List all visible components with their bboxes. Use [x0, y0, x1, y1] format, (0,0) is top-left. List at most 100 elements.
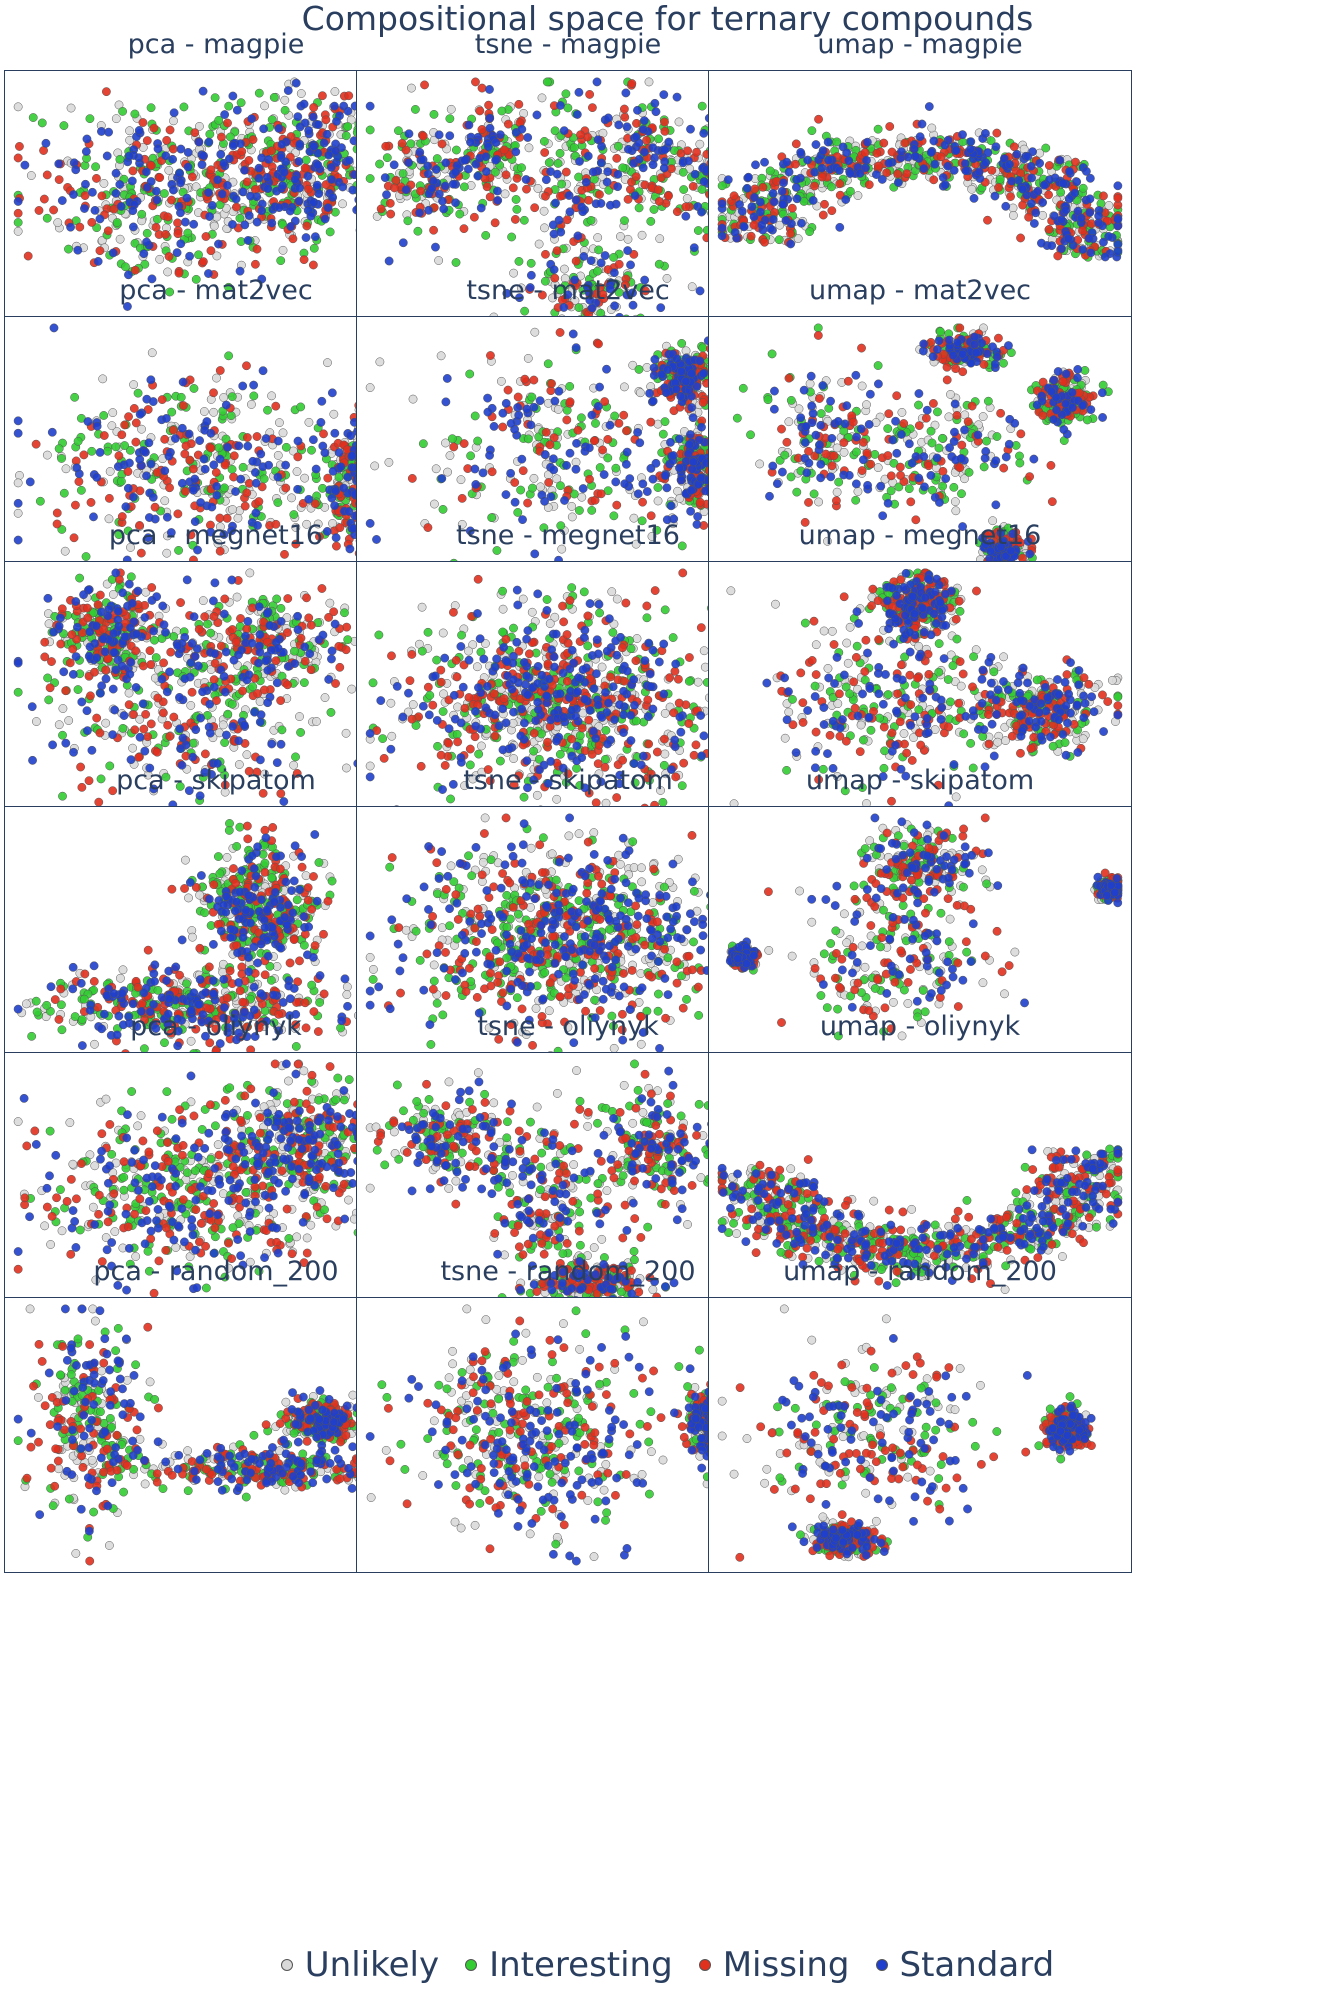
scatter-point-missing	[992, 128, 1002, 138]
scatter-point-standard	[336, 462, 346, 472]
scatter-point-standard	[135, 455, 145, 464]
scatter-point-unlikely	[445, 451, 455, 461]
scatter-point-unlikely	[160, 496, 170, 506]
scatter-point-unlikely	[873, 463, 883, 473]
scatter-point-standard	[251, 478, 261, 488]
scatter-point-unlikely	[42, 450, 52, 460]
scatter-point-missing	[300, 163, 310, 173]
scatter-point-standard	[234, 441, 244, 451]
scatter-point-missing	[1044, 225, 1054, 234]
scatter-point-standard	[190, 517, 200, 527]
scatter-point-missing	[486, 351, 495, 360]
scatter-point-interesting	[832, 137, 842, 147]
subplot-panel[interactable]	[708, 316, 1132, 592]
scatter-point-unlikely	[126, 543, 135, 552]
scatter-point-missing	[490, 218, 500, 228]
scatter-point-interesting	[28, 113, 38, 122]
scatter-point-standard	[696, 473, 706, 483]
scatter-point-missing	[1009, 142, 1019, 152]
scatter-point-missing	[34, 206, 44, 215]
scatter-point-standard	[1027, 173, 1037, 183]
scatter-point-standard	[687, 464, 697, 474]
scatter-point-standard	[418, 155, 428, 165]
scatter-point-interesting	[112, 218, 122, 227]
scatter-point-standard	[327, 388, 337, 398]
subplot-panel[interactable]	[708, 70, 1132, 346]
scatter-point-interesting	[1056, 187, 1066, 197]
scatter-point-standard	[666, 437, 675, 447]
scatter-point-missing	[181, 441, 191, 451]
scatter-point-interesting	[59, 488, 69, 498]
scatter-point-standard	[796, 147, 806, 157]
scatter-point-standard	[571, 195, 581, 205]
scatter-point-standard	[196, 498, 206, 507]
scatter-point-standard	[228, 220, 237, 229]
scatter-point-interesting	[845, 186, 855, 196]
scatter-point-missing	[179, 401, 188, 410]
scatter-point-standard	[1035, 158, 1045, 168]
scatter-point-missing	[52, 519, 62, 529]
scatter-point-standard	[295, 183, 305, 193]
scatter-point-unlikely	[13, 226, 23, 236]
scatter-point-unlikely	[199, 407, 209, 416]
scatter-point-unlikely	[509, 268, 519, 278]
scatter-point-standard	[660, 471, 670, 481]
scatter-point-standard	[622, 122, 632, 132]
scatter-point-standard	[559, 303, 569, 312]
scatter-point-standard	[792, 175, 802, 185]
scatter-point-missing	[97, 191, 107, 201]
scatter-point-missing	[556, 191, 565, 201]
scatter-point-interesting	[235, 213, 245, 223]
scatter-point-unlikely	[278, 245, 288, 255]
scatter-point-interesting	[341, 131, 351, 141]
scatter-point-interesting	[553, 159, 563, 168]
scatter-point-standard	[633, 427, 643, 437]
scatter-point-interesting	[214, 443, 224, 453]
scatter-point-standard	[291, 78, 301, 88]
scatter-point-standard	[676, 366, 686, 376]
scatter-point-standard	[170, 434, 180, 443]
scatter-point-standard	[294, 157, 304, 166]
scatter-point-standard	[274, 203, 284, 213]
scatter-point-interesting	[544, 158, 554, 168]
scatter-point-standard	[1001, 201, 1011, 211]
scatter-point-unlikely	[687, 282, 697, 292]
scatter-point-standard	[427, 183, 437, 193]
scatter-point-interesting	[511, 195, 521, 204]
scatter-point-standard	[651, 107, 661, 117]
scatter-point-standard	[445, 131, 455, 141]
scatter-point-interesting	[637, 516, 647, 526]
scatter-point-standard	[281, 157, 291, 167]
scatter-point-standard	[303, 171, 313, 181]
scatter-point-interesting	[982, 436, 991, 446]
scatter-point-interesting	[59, 121, 69, 131]
scatter-point-standard	[951, 146, 961, 155]
scatter-point-standard	[565, 207, 575, 217]
scatter-point-standard	[434, 189, 444, 199]
scatter-point-missing	[632, 118, 641, 128]
scatter-point-standard	[128, 492, 138, 502]
scatter-point-standard	[803, 155, 813, 165]
scatter-point-missing	[646, 417, 656, 427]
scatter-point-interesting	[986, 136, 996, 146]
scatter-point-standard	[124, 270, 133, 280]
scatter-point-standard	[522, 404, 532, 414]
scatter-point-standard	[550, 396, 560, 406]
scatter-point-interesting	[610, 411, 620, 421]
scatter-point-unlikely	[655, 234, 665, 244]
scatter-point-missing	[397, 138, 407, 148]
scatter-point-standard	[603, 113, 613, 123]
scatter-point-unlikely	[567, 501, 577, 511]
scatter-point-standard	[485, 123, 495, 133]
scatter-point-unlikely	[209, 221, 219, 231]
scatter-point-missing	[485, 192, 495, 202]
scatter-point-standard	[664, 137, 674, 147]
scatter-point-unlikely	[523, 353, 533, 363]
scatter-point-standard	[784, 167, 794, 177]
scatter-point-unlikely	[125, 126, 134, 136]
scatter-point-standard	[548, 454, 558, 464]
scatter-point-unlikely	[61, 464, 71, 474]
scatter-point-standard	[80, 204, 89, 213]
scatter-point-interesting	[587, 505, 597, 515]
scatter-point-missing	[86, 498, 96, 507]
